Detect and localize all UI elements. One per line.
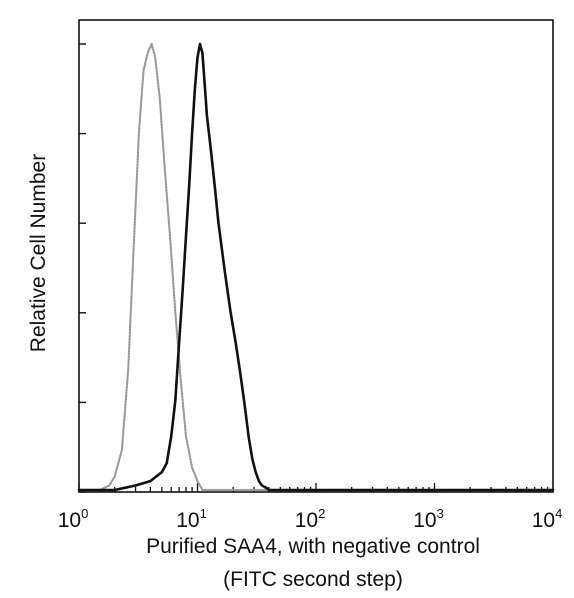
- series-lines: [77, 42, 555, 492]
- x-tick-label: 102: [295, 506, 326, 532]
- x-tick-base: 10: [58, 509, 81, 532]
- x-tick-label: 100: [58, 506, 89, 532]
- x-axis-label: Purified SAA4, with negative control: [146, 535, 480, 558]
- x-tick-label: 103: [413, 506, 444, 532]
- x-tick-exponent: 2: [318, 506, 325, 521]
- x-tick-base: 10: [176, 509, 199, 532]
- x-axis-label-line2: (FITC second step): [223, 568, 403, 591]
- x-tick-exponent: 0: [81, 506, 88, 521]
- x-tick-exponent: 4: [555, 506, 562, 521]
- series-line-1: [77, 42, 555, 492]
- x-tick-exponent: 1: [200, 506, 207, 521]
- x-tick-labels: 100 101 102 103 104: [58, 506, 563, 532]
- y-ticks: [79, 43, 86, 493]
- x-tick-label: 101: [176, 506, 207, 532]
- x-tick-base: 10: [295, 509, 318, 532]
- x-tick-base: 10: [413, 509, 436, 532]
- x-tick-base: 10: [532, 509, 555, 532]
- plot-frame: [78, 19, 554, 493]
- x-tick-label: 104: [532, 506, 563, 532]
- x-tick-exponent: 3: [437, 506, 444, 521]
- series-line-2: [77, 42, 555, 492]
- y-axis-label: Relative Cell Number: [27, 154, 50, 352]
